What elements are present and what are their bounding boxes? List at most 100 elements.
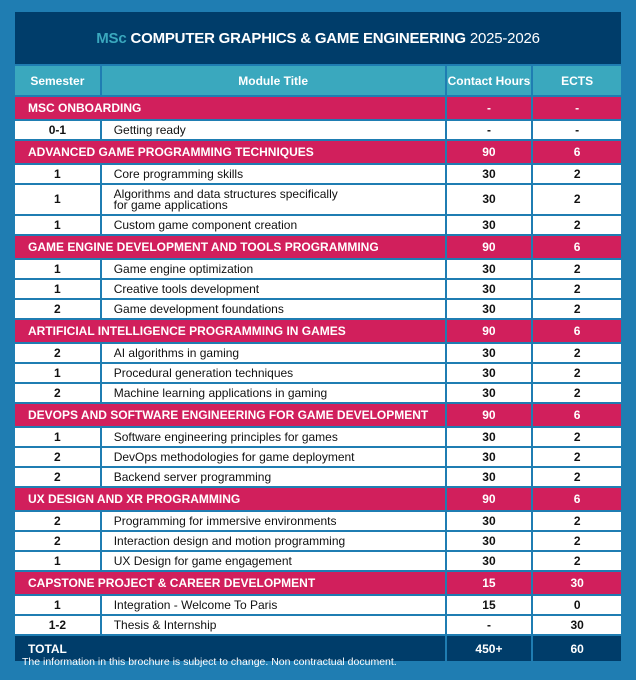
title-main: COMPUTER GRAPHICS & GAME ENGINEERING [130,29,466,47]
section-hours: 90 [446,320,532,342]
module-ects: 2 [533,300,622,318]
program-title: MSc COMPUTER GRAPHICS & GAME ENGINEERING… [15,12,621,64]
section-row: UX DESIGN AND XR PROGRAMMING 90 6 [15,488,621,510]
module-semester: 1 [15,364,100,382]
module-hours: 30 [446,260,532,278]
module-semester: 1 [15,165,100,183]
section-name: CAPSTONE PROJECT & CAREER DEVELOPMENT [15,572,445,594]
module-semester: 2 [15,384,100,402]
section-ects: 6 [533,404,621,426]
header-hours: Contact Hours [446,66,532,95]
module-semester: 0-1 [15,121,100,139]
module-row: 2 Game development foundations 30 2 [15,300,622,318]
section-hours: 90 [446,236,532,258]
module-row: 1 Algorithms and data structures specific… [15,185,621,214]
module-semester: 1 [15,185,100,214]
module-row: 1 UX Design for game engagement 30 2 [15,552,622,570]
section-name: DEVOPS AND SOFTWARE ENGINEERING FOR GAME… [15,404,445,426]
module-ects: 0 [533,596,622,614]
module-semester: 1-2 [15,616,100,634]
module-hours: 30 [446,552,532,570]
section-name: ADVANCED GAME PROGRAMMING TECHNIQUES [15,141,445,163]
section-ects: 6 [533,320,621,342]
module-title: Creative tools development [101,280,445,298]
table-header: Semester Module Title Contact Hours ECTS [15,66,621,95]
module-ects: 2 [533,165,622,183]
curriculum-table: Semester Module Title Contact Hours ECTS… [15,66,622,663]
module-title: Integration - Welcome To Paris [101,596,445,614]
section-row: MSC ONBOARDING - - [15,97,621,119]
module-row: 2 AI algorithms in gaming 30 2 [15,344,622,362]
module-semester: 2 [15,344,100,362]
module-title: Machine learning applications in gaming [101,384,445,402]
module-title: Game development foundations [101,300,445,318]
header-semester: Semester [15,66,100,95]
section-row: GAME ENGINE DEVELOPMENT AND TOOLS PROGRA… [15,236,621,258]
total-label: TOTAL [15,636,445,661]
module-ects: 30 [533,616,622,634]
module-title: Core programming skills [101,165,445,183]
module-row: 1 Integration - Welcome To Paris 15 0 [15,596,622,614]
section-ects: 30 [533,572,621,594]
module-hours: 30 [446,165,532,183]
title-year: 2025-2026 [469,29,540,47]
section-ects: 6 [533,236,621,258]
section-hours: 90 [446,141,532,163]
module-hours: 30 [446,448,532,466]
module-ects: 2 [533,552,622,570]
module-hours: 30 [446,384,532,402]
section-ects: - [533,97,621,119]
module-ects: 2 [533,280,622,298]
module-row: 1-2 Thesis & Internship -30 [15,616,622,634]
module-title: Algorithms and data structures specifica… [101,185,445,214]
module-title: Interaction design and motion programmin… [101,532,445,550]
module-semester: 1 [15,216,100,234]
module-title: Getting ready [101,121,445,139]
section-hours: - [446,97,532,119]
module-row: 0-1 Getting ready - - [15,121,622,139]
module-hours: 30 [446,428,532,446]
module-ects: - [533,121,622,139]
section-hours: 15 [446,572,532,594]
module-ects: 2 [533,532,622,550]
title-prefix: MSc [96,29,127,47]
module-semester: 2 [15,468,100,486]
module-row: 1 Core programming skills 30 2 [15,165,622,183]
section-row: ARTIFICIAL INTELLIGENCE PROGRAMMING IN G… [15,320,621,342]
section-name: UX DESIGN AND XR PROGRAMMING [15,488,445,510]
table-body: MSC ONBOARDING - -0-1 Getting ready - - ADVANC… [15,97,622,634]
module-hours: 30 [446,300,532,318]
module-row: 1 Creative tools development 30 2 [15,280,622,298]
module-hours: - [446,616,532,634]
module-row: 1 Procedural generation techniques 30 2 [15,364,622,382]
module-hours: 30 [446,216,532,234]
module-row: 2 DevOps methodologies for game deploymen… [15,448,622,466]
total-ects: 60 [533,636,621,661]
module-row: 1 Software engineering principles for gam… [15,428,622,446]
module-title: UX Design for game engagement [101,552,445,570]
section-hours: 90 [446,488,532,510]
module-ects: 2 [533,344,622,362]
module-ects: 2 [533,185,621,214]
module-hours: - [446,121,532,139]
module-ects: 2 [533,512,622,530]
module-semester: 1 [15,280,100,298]
total-row: TOTAL 450+ 60 [15,636,621,661]
module-title: Thesis & Internship [101,616,445,634]
section-hours: 90 [446,404,532,426]
section-name: MSC ONBOARDING [15,97,445,119]
section-row: CAPSTONE PROJECT & CAREER DEVELOPMENT 15 3… [15,572,621,594]
section-ects: 6 [533,488,621,510]
total-hours: 450+ [446,636,532,661]
module-title: Software engineering principles for game… [101,428,445,446]
module-hours: 30 [446,364,532,382]
header-module: Module Title [101,66,445,95]
module-hours: 30 [446,185,532,214]
section-row: ADVANCED GAME PROGRAMMING TECHNIQUES 90 6 [15,141,621,163]
module-title: Game engine optimization [101,260,445,278]
module-ects: 2 [533,428,622,446]
section-name: ARTIFICIAL INTELLIGENCE PROGRAMMING IN G… [15,320,445,342]
module-title: Programming for immersive environments [101,512,445,530]
module-ects: 2 [533,260,622,278]
